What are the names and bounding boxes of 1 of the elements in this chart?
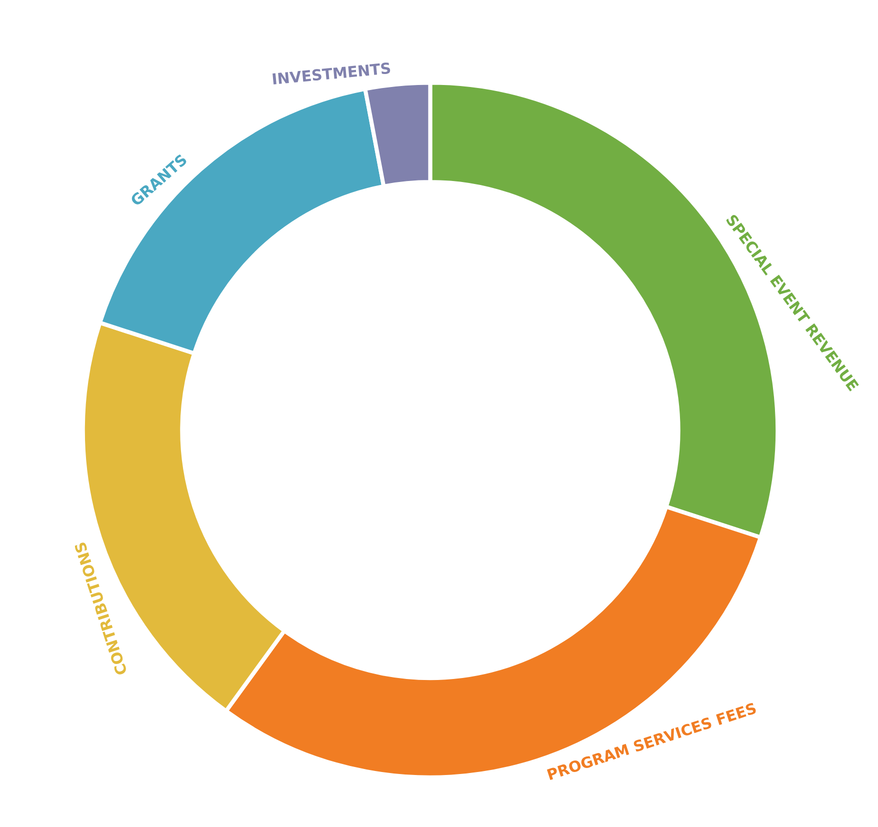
slice-label: INVESTMENTS [270, 59, 392, 89]
